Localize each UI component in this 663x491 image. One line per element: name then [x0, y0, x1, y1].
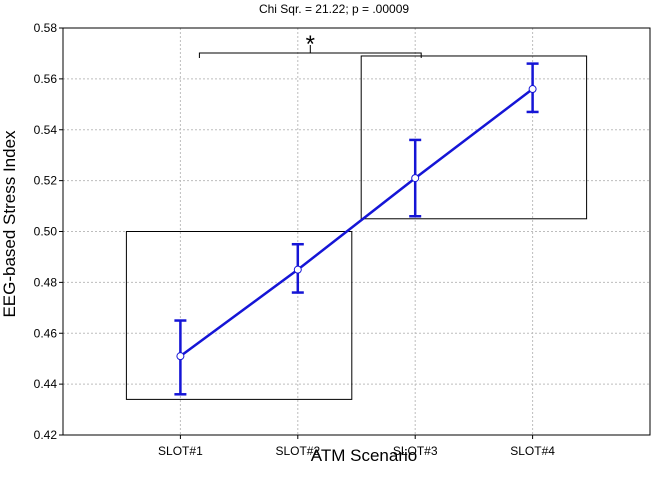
x-tick-label: SLOT#3	[393, 444, 438, 458]
x-axis-title: ATM Scenario	[311, 446, 417, 465]
data-point	[176, 352, 185, 361]
x-tick-label: SLOT#1	[158, 444, 203, 458]
y-tick-label: 0.50	[34, 225, 58, 239]
y-tick-label: 0.46	[34, 326, 58, 340]
data-point	[411, 174, 420, 183]
x-tick-label: SLOT#2	[275, 444, 320, 458]
y-axis: 0.42 0.44 0.46 0.48 0.50 0.52 0.54 0.56 0.58	[34, 21, 63, 442]
group-box	[125, 231, 353, 400]
significance-star: *	[306, 31, 315, 58]
group-box	[360, 55, 588, 220]
data-point	[528, 85, 537, 94]
chart-subtitle: Chi Sqr. = 21.22; p = .00009	[259, 2, 409, 16]
significance-bracket: *	[198, 31, 422, 58]
y-tick-label: 0.58	[34, 21, 58, 35]
y-tick-label: 0.44	[34, 377, 58, 391]
data-point	[293, 265, 302, 274]
y-axis-title: EEG-based Stress Index	[0, 130, 19, 318]
bracket	[198, 45, 422, 58]
group-boxes	[125, 55, 588, 400]
x-tick-label: SLOT#4	[510, 444, 555, 458]
y-tick-label: 0.42	[34, 428, 58, 442]
y-tick-label: 0.56	[34, 72, 58, 86]
data-series	[174, 62, 539, 396]
x-axis: SLOT#1 SLOT#2 SLOT#3 SLOT#4	[158, 435, 555, 458]
y-tick-label: 0.48	[34, 275, 58, 289]
y-tick-label: 0.52	[34, 174, 58, 188]
series-line	[179, 88, 534, 358]
y-tick-label: 0.54	[34, 123, 58, 137]
